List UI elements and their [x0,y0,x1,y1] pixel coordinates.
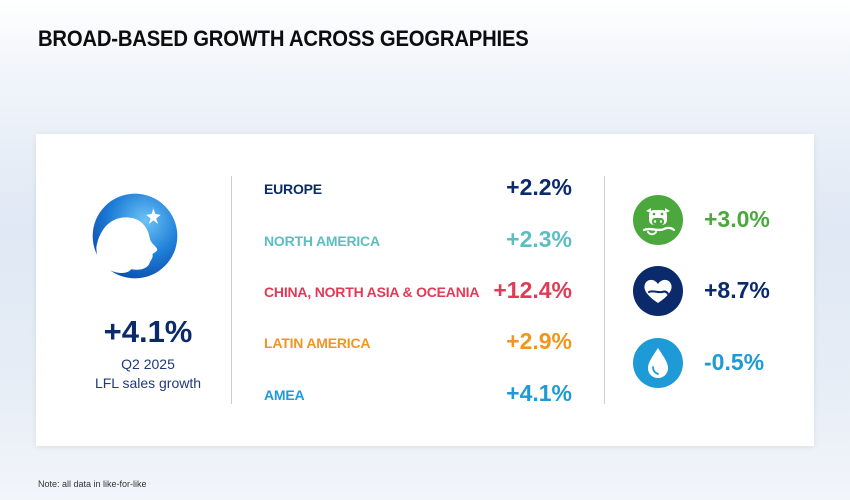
region-value: +2.9% [506,328,572,354]
category-specialized-nutrition: +8.7% [632,265,802,317]
summary-period: Q2 2025 [121,356,175,372]
region-row-europe: EUROPE +2.2% [264,174,572,204]
summary-label: LFL sales growth [94,375,202,391]
category-dairy: +3.0% [632,194,802,246]
region-name: LATIN AMERICA [264,335,371,351]
region-row-china-north-asia-oceania: CHINA, NORTH ASIA & OCEANIA +12.4% [264,277,572,307]
category-waters: -0.5% [632,337,802,389]
region-name: NORTH AMERICA [264,233,380,249]
region-value: +2.2% [506,174,572,200]
region-value: +2.3% [506,226,572,252]
category-value: -0.5% [704,349,765,375]
footnote: Note: all data in like-for-like [38,479,147,489]
water-drop-icon [633,338,683,388]
summary-value: +4.1% [103,314,193,349]
divider-left [231,176,232,404]
region-row-north-america: NORTH AMERICA +2.3% [264,226,572,256]
dairy-cow-icon [633,195,683,245]
heart-hand-icon [633,266,683,316]
region-row-latin-america: LATIN AMERICA +2.9% [264,328,572,358]
category-value: +3.0% [704,206,770,232]
region-name: CHINA, NORTH ASIA & OCEANIA [264,284,480,300]
page-title: BROAD-BASED GROWTH ACROSS GEOGRAPHIES [38,26,529,51]
divider-right [604,176,605,404]
region-row-amea: AMEA +4.1% [264,380,572,410]
category-value: +8.7% [704,277,770,303]
region-name: AMEA [264,387,305,403]
region-name: EUROPE [264,181,322,197]
region-value: +4.1% [506,380,572,406]
region-value: +12.4% [493,277,572,303]
growth-card: +4.1% Q2 2025 LFL sales growth EUROPE +2… [36,134,814,446]
brand-logo-icon [92,193,178,279]
